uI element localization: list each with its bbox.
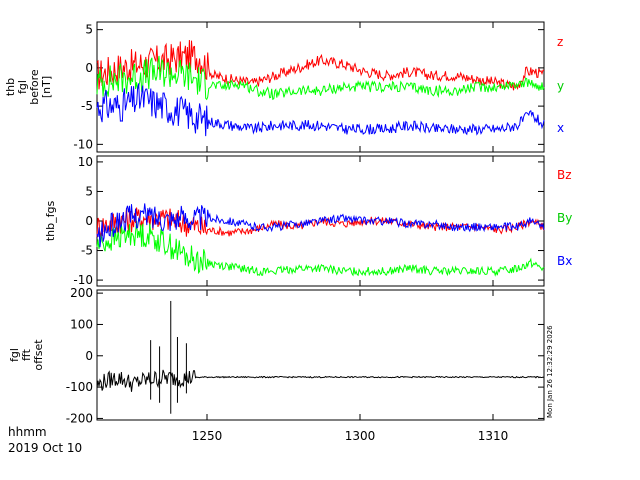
panel-1-ylabel-line-3: before: [28, 69, 41, 105]
panel-3-ytick-label-3: -100: [66, 380, 93, 394]
panel-1-ytick-label-0: 5: [85, 23, 93, 37]
panel-3-series-offset: [96, 369, 545, 392]
panel-2-ytick-label-4: -10: [73, 273, 93, 287]
panel-3-ytick-label-4: -200: [66, 411, 93, 425]
panel-3-ytick-label-1: 100: [70, 317, 93, 331]
time-axis-label: hhmm: [8, 425, 47, 439]
legend-Bx: Bx: [557, 254, 572, 268]
panel-1-ylabel-line-1: thb: [4, 78, 17, 96]
panel-1-ytick-label-1: 0: [85, 61, 93, 75]
panel-1-ytick-label-3: -10: [73, 137, 93, 151]
panel-1-series-x: [96, 83, 545, 137]
panel-3-frame: [96, 289, 545, 421]
xtick-label-1310: 1310: [478, 429, 509, 443]
panel-2-series-By: [96, 220, 545, 277]
legend-y: y: [557, 79, 564, 93]
panel-1-ytick-label-2: -5: [81, 99, 93, 113]
panel-2-ytick-label-1: 5: [85, 184, 93, 198]
date-stamp: Mon Jan 26 12:32:29 2026: [546, 325, 554, 418]
legend-By: By: [557, 211, 572, 225]
panel-1-ylabel-line-2: fgl: [16, 80, 29, 94]
panel-2-ytick-label-2: 0: [85, 214, 93, 228]
panel-3-ytick-label-2: 0: [85, 349, 93, 363]
panel-1-series-z: [96, 39, 545, 91]
panel-2-series-Bz: [96, 207, 545, 238]
date-label: 2019 Oct 10: [8, 441, 82, 455]
panel-3-ylabel-line-2: fft: [20, 348, 33, 361]
legend-z: z: [557, 35, 563, 49]
xtick-label-1300: 1300: [345, 429, 376, 443]
xtick-label-1250: 1250: [192, 429, 223, 443]
panel-2-series-Bx: [96, 203, 545, 248]
panel-1-series-y: [96, 55, 545, 101]
panel-2-ytick-label-3: -5: [81, 244, 93, 258]
panel-3-ylabel-line-3: offset: [32, 339, 45, 371]
legend-Bz: Bz: [557, 168, 572, 182]
panel-2-ylabel: thb_fgs: [44, 201, 57, 242]
legend-x: x: [557, 121, 564, 135]
panel-2-ytick-label-0: 10: [78, 155, 93, 169]
panel-1-ylabel-line-4: [nT]: [40, 76, 53, 98]
panel-3-ytick-label-0: 200: [70, 286, 93, 300]
panel-3-ylabel-line-1: fgl: [8, 348, 21, 362]
